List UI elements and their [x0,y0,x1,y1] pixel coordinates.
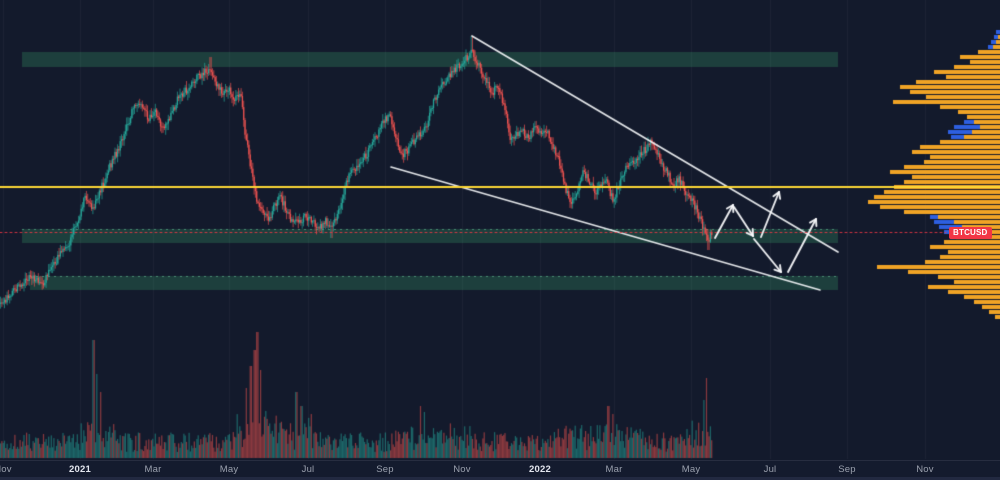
time-axis-label: Sep [376,464,394,475]
time-axis[interactable]: Nov 2021 Mar May Jul Sep Nov 2022 Mar May Jul Sep No… [0,460,1000,480]
time-axis-label: Nov [0,464,12,475]
time-axis-label: Mar [605,464,623,475]
time-axis-label: 2021 [69,464,91,475]
time-axis-label: Jul [301,464,315,475]
symbol-price-badge: BTCUSD [949,226,992,239]
axis-bottom-strip [0,477,1000,480]
time-axis-label: May [681,464,701,475]
time-axis-label: Mar [144,464,162,475]
time-axis-label: Jul [763,464,777,475]
time-axis-label: 2022 [529,464,551,475]
time-axis-label: Nov [916,464,934,475]
time-axis-label: May [219,464,239,475]
time-axis-label: Nov [453,464,471,475]
time-axis-label: Sep [838,464,856,475]
